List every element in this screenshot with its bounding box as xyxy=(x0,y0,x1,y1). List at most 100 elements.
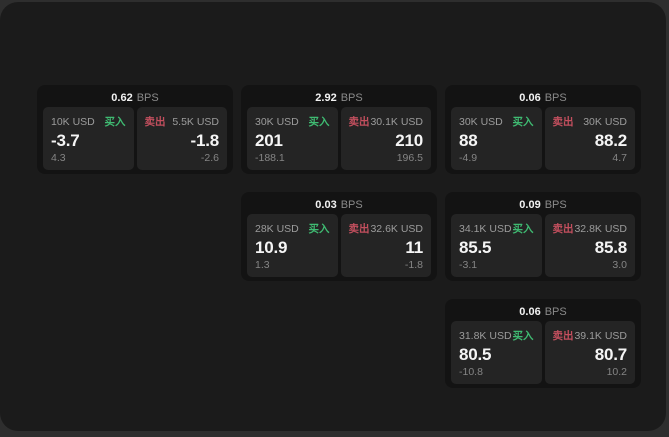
buy-size: 30K USD xyxy=(459,116,503,128)
buy-size: 10K USD xyxy=(51,116,95,128)
buy-sell-panels: 34.1K USD 买入 85.5 -3.1 卖出 32.8K USD 85.8… xyxy=(451,214,635,277)
quote-card: 0.62 BPS 10K USD 买入 -3.7 4.3 卖出 5.5K USD … xyxy=(37,85,233,174)
buy-side-label: 买入 xyxy=(104,116,126,128)
sell-size: 32.6K USD xyxy=(370,223,423,235)
sell-size: 30.1K USD xyxy=(370,116,423,128)
quote-card: 0.06 BPS 31.8K USD 买入 80.5 -10.8 卖出 39.1K… xyxy=(445,299,641,388)
sell-size: 32.8K USD xyxy=(574,223,627,235)
sell-side-label: 卖出 xyxy=(552,330,574,342)
sell-size: 30K USD xyxy=(583,116,627,128)
sell-size: 5.5K USD xyxy=(172,116,219,128)
buy-delta: 1.3 xyxy=(255,259,270,271)
quote-card: 0.03 BPS 28K USD 买入 10.9 1.3 卖出 32.6K USD… xyxy=(241,192,437,281)
bps-header: 2.92 BPS xyxy=(247,89,431,107)
sell-meta-row: 卖出 32.8K USD xyxy=(553,221,628,236)
sell-delta: 3.0 xyxy=(612,259,627,271)
buy-sell-panels: 30K USD 买入 201 -188.1 卖出 30.1K USD 210 1… xyxy=(247,107,431,170)
bps-suffix-label: BPS xyxy=(340,92,363,104)
buy-price: 201 xyxy=(255,130,283,150)
quote-card: 2.92 BPS 30K USD 买入 201 -188.1 卖出 30.1K U… xyxy=(241,85,437,174)
buy-sell-panels: 28K USD 买入 10.9 1.3 卖出 32.6K USD 11 -1.8 xyxy=(247,214,431,277)
buy-sell-panels: 10K USD 买入 -3.7 4.3 卖出 5.5K USD -1.8 -2.… xyxy=(43,107,227,170)
app-window: 0.62 BPS 10K USD 买入 -3.7 4.3 卖出 5.5K USD … xyxy=(0,2,666,431)
bps-header: 0.06 BPS xyxy=(451,303,635,321)
buy-meta-row: 10K USD 买入 xyxy=(51,114,126,129)
sell-panel[interactable]: 卖出 30.1K USD 210 196.5 xyxy=(340,107,431,170)
bps-header: 0.09 BPS xyxy=(451,196,635,214)
sell-side-label: 卖出 xyxy=(348,116,370,128)
buy-panel[interactable]: 31.8K USD 买入 80.5 -10.8 xyxy=(451,321,542,384)
sell-delta: 196.5 xyxy=(396,152,423,164)
bps-value: 0.62 xyxy=(111,92,133,104)
sell-side-label: 卖出 xyxy=(348,223,370,235)
sell-side-label: 卖出 xyxy=(552,116,574,128)
sell-panel[interactable]: 卖出 32.8K USD 85.8 3.0 xyxy=(544,214,635,277)
buy-price: 10.9 xyxy=(255,237,288,257)
buy-meta-row: 30K USD 买入 xyxy=(255,114,330,129)
bps-header: 0.03 BPS xyxy=(247,196,431,214)
buy-sell-panels: 30K USD 买入 88 -4.9 卖出 30K USD 88.2 4.7 xyxy=(451,107,635,170)
bps-suffix-label: BPS xyxy=(544,199,567,211)
buy-price: 88 xyxy=(459,130,478,150)
bps-suffix-label: BPS xyxy=(340,199,363,211)
sell-delta: 10.2 xyxy=(606,366,627,378)
buy-side-label: 买入 xyxy=(308,223,330,235)
sell-meta-row: 卖出 30.1K USD xyxy=(349,114,424,129)
sell-price: 85.8 xyxy=(594,237,627,257)
buy-delta: -188.1 xyxy=(255,152,285,164)
buy-delta: -10.8 xyxy=(459,366,483,378)
bps-suffix-label: BPS xyxy=(544,92,567,104)
sell-delta: 4.7 xyxy=(612,152,627,164)
sell-delta: -2.6 xyxy=(200,152,219,164)
quote-board: 0.62 BPS 10K USD 买入 -3.7 4.3 卖出 5.5K USD … xyxy=(37,85,641,388)
sell-price: 210 xyxy=(395,130,423,150)
bps-suffix-label: BPS xyxy=(544,306,567,318)
sell-meta-row: 卖出 5.5K USD xyxy=(145,114,220,129)
sell-delta: -1.8 xyxy=(404,259,423,271)
sell-side-label: 卖出 xyxy=(552,223,574,235)
buy-delta: 4.3 xyxy=(51,152,66,164)
buy-size: 30K USD xyxy=(255,116,299,128)
buy-side-label: 买入 xyxy=(308,116,330,128)
buy-panel[interactable]: 30K USD 买入 201 -188.1 xyxy=(247,107,338,170)
buy-side-label: 买入 xyxy=(512,330,534,342)
quote-card: 0.09 BPS 34.1K USD 买入 85.5 -3.1 卖出 32.8K … xyxy=(445,192,641,281)
buy-price: -3.7 xyxy=(51,130,80,150)
bps-header: 0.62 BPS xyxy=(43,89,227,107)
sell-price: 88.2 xyxy=(594,130,627,150)
sell-panel[interactable]: 卖出 39.1K USD 80.7 10.2 xyxy=(544,321,635,384)
bps-suffix-label: BPS xyxy=(136,92,159,104)
quote-card: 0.06 BPS 30K USD 买入 88 -4.9 卖出 30K USD 88… xyxy=(445,85,641,174)
quote-column-1: 0.62 BPS 10K USD 买入 -3.7 4.3 卖出 5.5K USD … xyxy=(37,85,233,174)
buy-meta-row: 31.8K USD 买入 xyxy=(459,328,534,343)
buy-size: 28K USD xyxy=(255,223,299,235)
buy-side-label: 买入 xyxy=(512,223,534,235)
sell-panel[interactable]: 卖出 5.5K USD -1.8 -2.6 xyxy=(136,107,227,170)
buy-price: 80.5 xyxy=(459,344,492,364)
sell-panel[interactable]: 卖出 32.6K USD 11 -1.8 xyxy=(340,214,431,277)
sell-panel[interactable]: 卖出 30K USD 88.2 4.7 xyxy=(544,107,635,170)
buy-delta: -4.9 xyxy=(459,152,478,164)
bps-value: 0.03 xyxy=(315,199,337,211)
buy-meta-row: 34.1K USD 买入 xyxy=(459,221,534,236)
bps-value: 0.09 xyxy=(519,199,541,211)
sell-meta-row: 卖出 39.1K USD xyxy=(553,328,628,343)
bps-value: 0.06 xyxy=(519,306,541,318)
buy-size: 34.1K USD xyxy=(459,223,512,235)
buy-price: 85.5 xyxy=(459,237,492,257)
quote-column-3: 0.06 BPS 30K USD 买入 88 -4.9 卖出 30K USD 88… xyxy=(445,85,641,388)
bps-value: 2.92 xyxy=(315,92,337,104)
buy-panel[interactable]: 30K USD 买入 88 -4.9 xyxy=(451,107,542,170)
sell-price: 11 xyxy=(405,237,423,257)
sell-meta-row: 卖出 30K USD xyxy=(553,114,628,129)
buy-panel[interactable]: 34.1K USD 买入 85.5 -3.1 xyxy=(451,214,542,277)
buy-meta-row: 28K USD 买入 xyxy=(255,221,330,236)
buy-side-label: 买入 xyxy=(512,116,534,128)
sell-price: 80.7 xyxy=(594,344,627,364)
buy-panel[interactable]: 10K USD 买入 -3.7 4.3 xyxy=(43,107,134,170)
buy-sell-panels: 31.8K USD 买入 80.5 -10.8 卖出 39.1K USD 80.… xyxy=(451,321,635,384)
quote-column-2: 2.92 BPS 30K USD 买入 201 -188.1 卖出 30.1K U… xyxy=(241,85,437,281)
buy-panel[interactable]: 28K USD 买入 10.9 1.3 xyxy=(247,214,338,277)
buy-size: 31.8K USD xyxy=(459,330,512,342)
bps-header: 0.06 BPS xyxy=(451,89,635,107)
